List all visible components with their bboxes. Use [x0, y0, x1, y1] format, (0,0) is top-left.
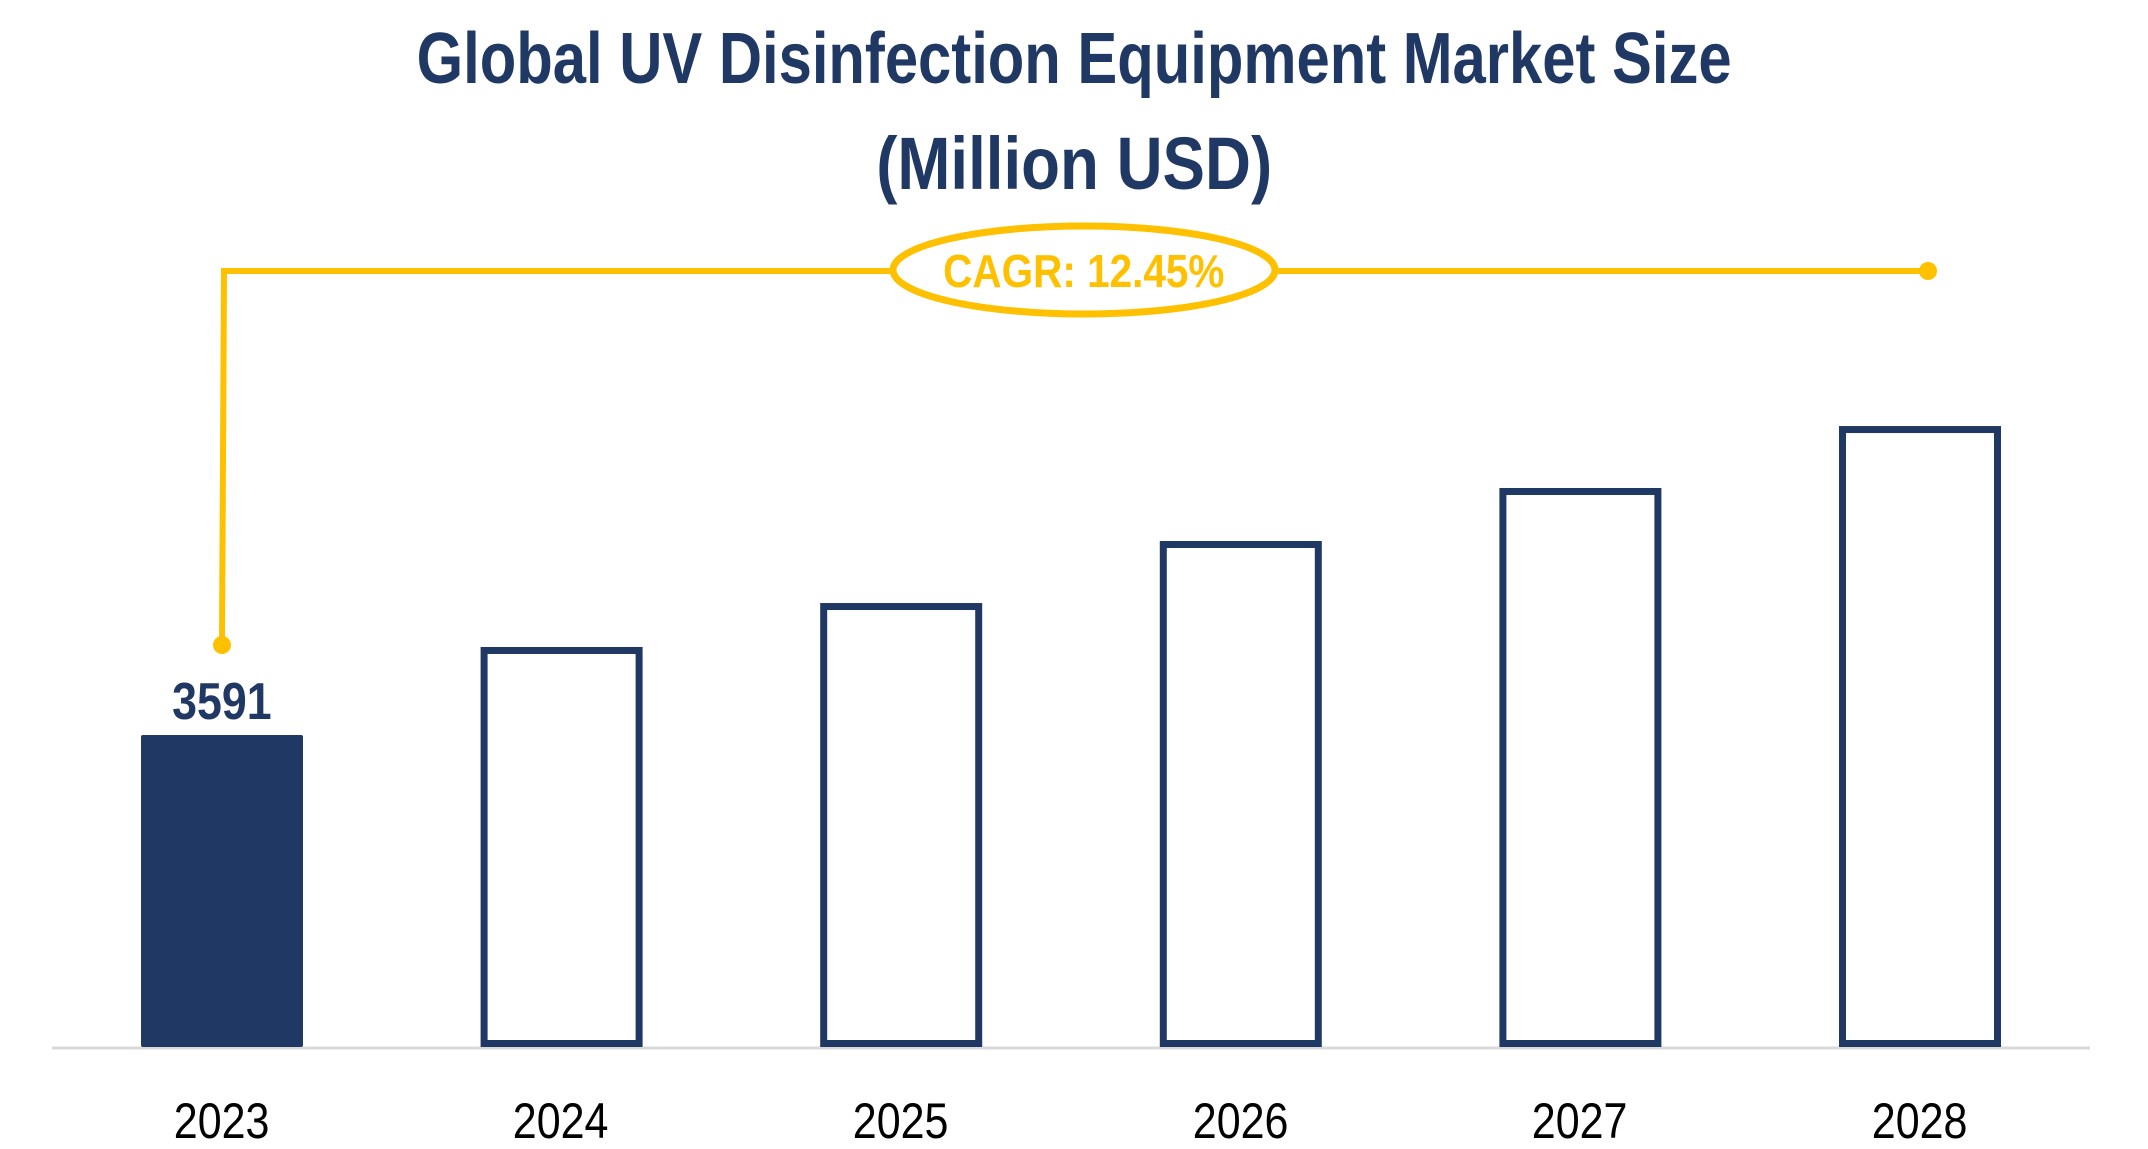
bar-value-label-2023: 3591	[122, 674, 322, 730]
x-tick-label-2026: 2026	[1121, 1094, 1361, 1148]
bar-2028	[1839, 426, 2001, 1047]
bar-2023	[141, 735, 303, 1047]
chart-subtitle-text: (Million USD)	[876, 122, 1272, 205]
x-tick-label-2023: 2023	[102, 1094, 342, 1148]
bar-2027	[1499, 487, 1662, 1047]
x-tick-label-2027: 2027	[1460, 1094, 1700, 1148]
chart-title-line-2: (Million USD)	[0, 118, 2148, 210]
chart-title-line-1: Global UV Disinfection Equipment Market …	[0, 14, 2148, 104]
x-tick-text: 2026	[1193, 1093, 1289, 1149]
x-tick-text: 2024	[513, 1093, 609, 1149]
x-tick-text: 2025	[853, 1093, 949, 1149]
bar-2026	[1159, 540, 1322, 1047]
x-tick-text: 2023	[174, 1093, 270, 1149]
cagr-label: CAGR: 12.45%	[889, 244, 1279, 298]
x-tick-label-2028: 2028	[1800, 1094, 2040, 1148]
x-tick-label-2024: 2024	[441, 1094, 681, 1148]
bar-2024	[480, 646, 643, 1047]
bar-2025	[820, 603, 983, 1047]
x-tick-label-2025: 2025	[781, 1094, 1021, 1148]
bars-group	[141, 426, 2001, 1047]
cagr-start-dot	[213, 636, 231, 654]
cagr-connector	[213, 222, 1937, 654]
chart-title-text: Global UV Disinfection Equipment Market …	[416, 19, 1732, 99]
x-tick-text: 2028	[1872, 1093, 1968, 1149]
x-tick-text: 2027	[1532, 1093, 1628, 1149]
cagr-end-dot	[1919, 262, 1937, 280]
cagr-text: CAGR: 12.45%	[943, 245, 1225, 297]
bar-value-text: 3591	[172, 673, 272, 731]
cagr-ellipse	[889, 222, 1279, 318]
